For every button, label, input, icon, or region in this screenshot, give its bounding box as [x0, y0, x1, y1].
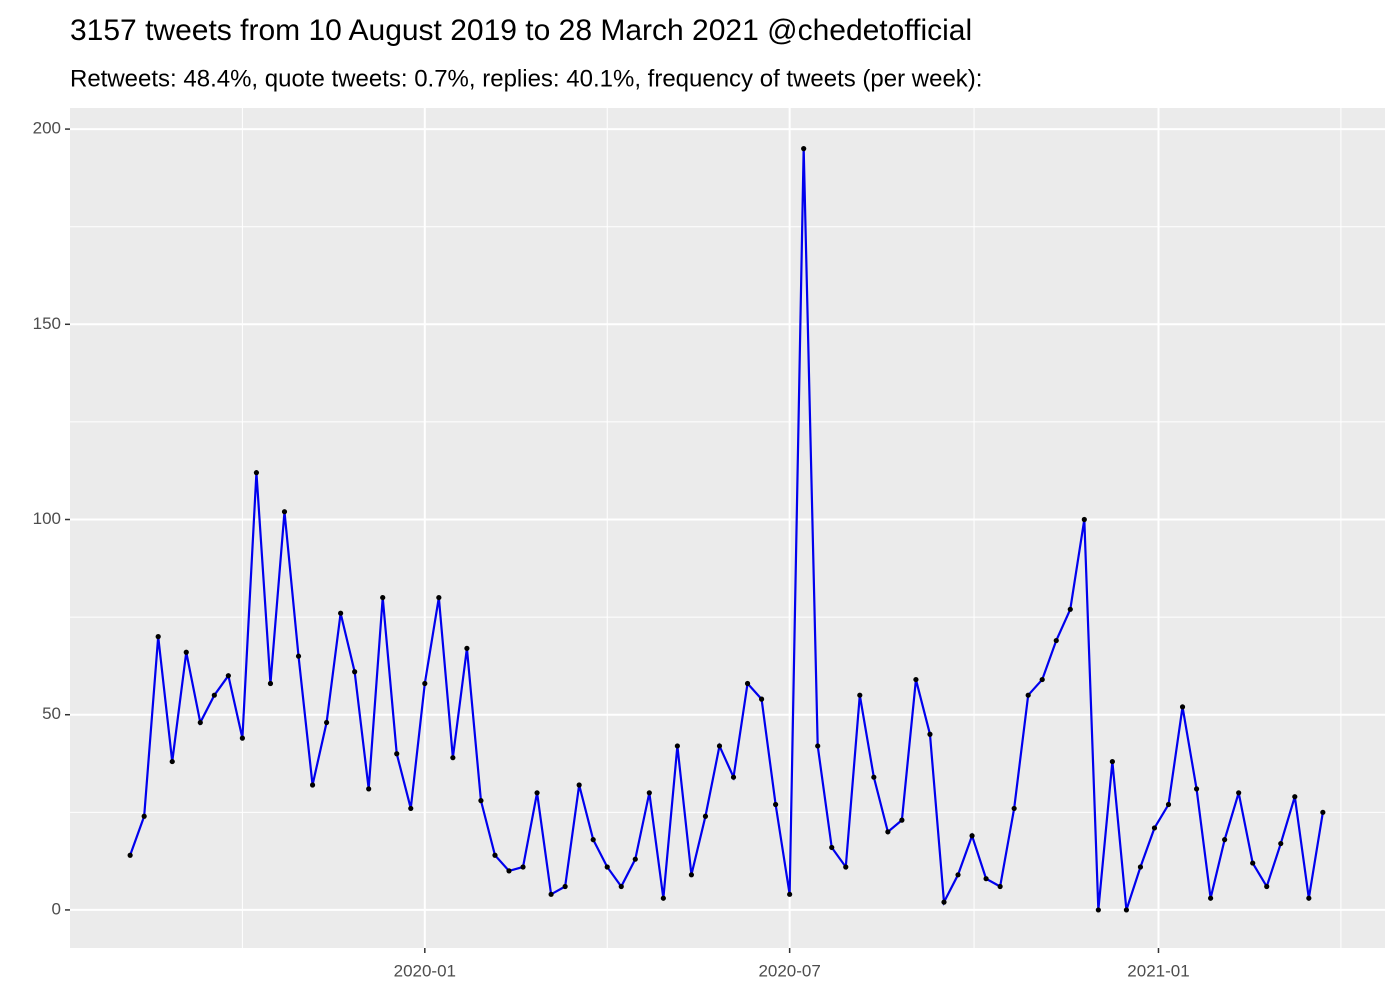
point	[1095, 907, 1101, 913]
point	[1039, 676, 1045, 683]
point	[843, 864, 849, 870]
point	[1179, 704, 1186, 710]
point	[955, 872, 961, 878]
point	[169, 758, 175, 765]
point	[1278, 840, 1284, 847]
y-tick-label: 150	[33, 314, 61, 333]
point	[815, 743, 821, 749]
point	[913, 676, 919, 683]
point	[1053, 637, 1059, 644]
chart-subtitle: Retweets: 48.4%, quote tweets: 0.7%, rep…	[70, 65, 982, 92]
point	[183, 649, 189, 655]
point	[323, 719, 330, 726]
point	[1193, 786, 1200, 792]
point	[576, 782, 582, 788]
point	[408, 805, 414, 812]
x-tick-label: 2020-01	[394, 961, 456, 980]
point	[492, 852, 498, 858]
point	[716, 743, 723, 749]
point	[969, 833, 975, 839]
point	[197, 719, 203, 726]
point	[1123, 907, 1130, 913]
plot-background	[70, 108, 1385, 948]
point	[1025, 692, 1031, 698]
point	[1081, 516, 1087, 523]
point	[871, 774, 877, 780]
point	[1236, 790, 1242, 796]
point	[450, 755, 456, 761]
point	[618, 883, 624, 890]
line	[129, 148, 1324, 911]
point	[941, 899, 947, 905]
point	[225, 673, 231, 679]
point	[1151, 825, 1158, 831]
point	[997, 883, 1003, 890]
point	[773, 801, 779, 808]
point	[253, 470, 260, 476]
point	[1292, 794, 1298, 800]
point	[1222, 837, 1228, 843]
point	[674, 743, 680, 749]
point	[899, 817, 905, 823]
point	[1250, 860, 1256, 866]
point	[660, 895, 666, 901]
point	[338, 610, 344, 616]
point	[127, 852, 133, 858]
point	[688, 872, 695, 878]
y-tick-label: 50	[42, 704, 61, 723]
point	[562, 883, 568, 890]
point	[983, 876, 989, 882]
y-tick-label: 100	[33, 509, 61, 528]
point	[141, 813, 147, 819]
point	[464, 645, 470, 651]
point	[422, 680, 428, 687]
point	[295, 653, 302, 659]
point	[632, 856, 638, 862]
point	[548, 891, 554, 897]
point	[239, 735, 245, 741]
point	[1320, 809, 1326, 815]
point	[380, 594, 386, 601]
x-tick-label: 2020-07	[758, 961, 820, 980]
point	[211, 692, 217, 698]
point	[787, 891, 793, 897]
point	[366, 786, 372, 792]
point	[534, 790, 540, 796]
point	[1165, 801, 1172, 808]
point	[267, 680, 274, 687]
point	[520, 864, 526, 870]
point	[281, 509, 288, 515]
point	[436, 594, 442, 601]
point	[758, 696, 765, 702]
point	[927, 731, 933, 737]
point	[478, 798, 484, 804]
point	[1109, 758, 1115, 765]
point	[702, 813, 709, 819]
point	[801, 146, 807, 152]
point	[604, 864, 610, 870]
point	[506, 868, 512, 874]
y-tick-label: 0	[52, 899, 61, 918]
point	[730, 774, 737, 780]
point	[155, 634, 161, 640]
point	[352, 669, 358, 675]
point	[1067, 606, 1073, 612]
point	[646, 790, 652, 796]
point	[590, 837, 596, 843]
point	[1306, 895, 1312, 901]
point	[885, 829, 891, 835]
point	[857, 692, 863, 698]
point	[309, 782, 316, 788]
point	[744, 680, 751, 687]
y-tick-label: 200	[33, 119, 61, 138]
point	[829, 844, 835, 851]
point	[1264, 883, 1270, 890]
point	[1208, 895, 1214, 901]
point	[1137, 864, 1144, 870]
chart-title: 3157 tweets from 10 August 2019 to 28 Ma…	[70, 14, 972, 47]
point	[1011, 805, 1017, 812]
x-tick-label: 2021-01	[1127, 961, 1189, 980]
point	[394, 751, 400, 757]
